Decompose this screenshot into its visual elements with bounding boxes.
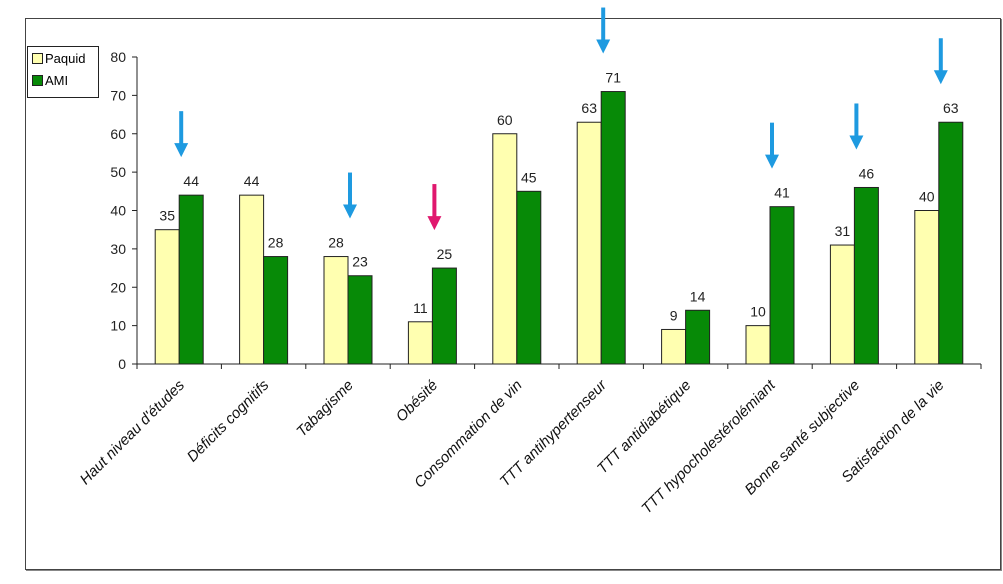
data-label: 10 — [750, 304, 766, 320]
category-label: Déficits cognitifs — [184, 376, 273, 465]
arrow-head-icon — [427, 216, 442, 231]
legend-item-paquid: Paquid — [28, 47, 98, 69]
legend-item-ami: AMI — [28, 69, 98, 91]
legend: Paquid AMI — [27, 46, 99, 98]
data-label: 46 — [859, 165, 875, 181]
data-label: 11 — [413, 300, 428, 316]
y-tick-label: 20 — [110, 279, 126, 295]
bar-ami — [938, 121, 964, 365]
bar-ami — [431, 267, 457, 365]
data-label: 44 — [244, 173, 260, 189]
bar-paquid — [323, 256, 349, 365]
bar-paquid — [154, 229, 180, 365]
y-tick-label: 40 — [110, 203, 126, 219]
bar-paquid — [576, 121, 602, 365]
data-label: 23 — [352, 254, 368, 270]
arrow-head-icon — [174, 143, 189, 158]
bar-paquid — [829, 244, 855, 365]
chart-frame — [25, 18, 1001, 570]
data-label: 44 — [183, 173, 199, 189]
data-label: 25 — [437, 246, 453, 262]
legend-label: Paquid — [45, 50, 86, 66]
data-label: 60 — [497, 112, 513, 128]
bar-paquid — [914, 210, 940, 365]
bar-ami — [685, 309, 711, 365]
category-label: Haut niveau d'études — [77, 376, 189, 488]
arrow-head-icon — [596, 39, 611, 54]
arrow-head-icon — [343, 204, 357, 219]
data-label: 28 — [328, 235, 344, 251]
arrow-head-icon — [765, 154, 779, 169]
data-label: 63 — [943, 100, 959, 116]
y-tick-label: 70 — [110, 87, 126, 103]
data-label: 9 — [670, 307, 678, 323]
data-label: 63 — [581, 100, 597, 116]
bar-paquid — [492, 133, 518, 365]
bar-ami — [347, 275, 373, 365]
y-tick-label: 60 — [110, 126, 126, 142]
category-label: Tabagisme — [293, 377, 357, 441]
legend-label: AMI — [45, 72, 69, 88]
data-label: 35 — [159, 208, 175, 224]
category-label: Obésité — [393, 377, 442, 426]
bar-paquid — [745, 325, 771, 365]
data-label: 45 — [521, 169, 537, 185]
bar-ami — [769, 206, 795, 365]
bar-ami — [600, 91, 626, 365]
data-label: 31 — [835, 223, 851, 239]
bar-paquid — [661, 328, 687, 365]
bar-ami — [853, 186, 879, 365]
y-tick-label: 30 — [110, 241, 126, 257]
bar-ami — [516, 190, 542, 365]
legend-swatch-paquid — [32, 52, 43, 64]
data-label: 71 — [605, 70, 621, 86]
bar-ami — [263, 256, 289, 365]
category-label: TTT antidiabétique — [594, 377, 694, 477]
y-tick-label: 0 — [118, 356, 126, 372]
category-label: TTT hypocholestérolémiant — [638, 376, 779, 517]
legend-swatch-ami — [32, 74, 43, 86]
data-label: 41 — [774, 185, 790, 201]
bar-paquid — [407, 321, 433, 365]
data-label: 28 — [268, 235, 284, 251]
bar-ami — [178, 194, 204, 365]
arrow-head-icon — [933, 70, 948, 85]
y-tick-label: 80 — [110, 49, 126, 65]
y-tick-label: 50 — [110, 164, 126, 180]
data-label: 14 — [690, 288, 706, 304]
y-tick-label: 10 — [110, 318, 126, 334]
data-label: 40 — [919, 189, 935, 205]
arrow-head-icon — [849, 135, 864, 150]
bar-paquid — [239, 194, 265, 365]
